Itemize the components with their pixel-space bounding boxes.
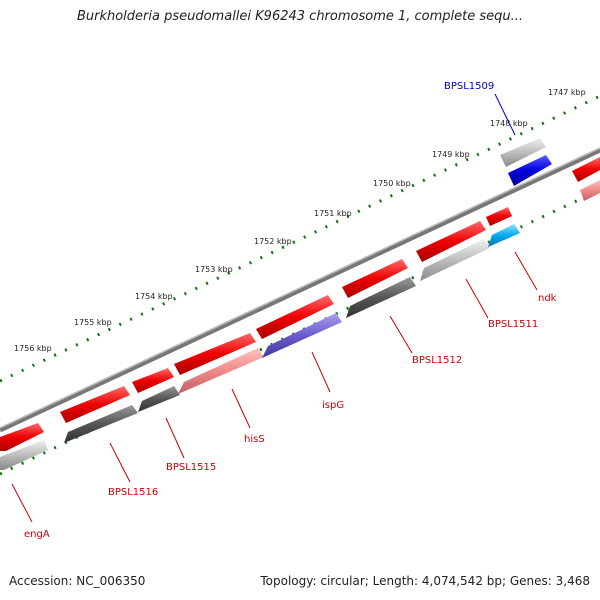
gene-label-bpsl1515[interactable]: BPSL1515 xyxy=(166,462,216,473)
scale-label-1751: 1751 kbp xyxy=(314,209,352,218)
gene-label-bpsl1511[interactable]: BPSL1511 xyxy=(488,319,538,330)
scale-label-1754: 1754 kbp xyxy=(135,292,173,301)
scale-label-1747: 1747 kbp xyxy=(548,88,586,97)
gene-feature-ndk[interactable] xyxy=(488,224,520,247)
gene-label-bpsl1509[interactable]: BPSL1509 xyxy=(444,81,494,92)
gene-label-bpsl1516[interactable]: BPSL1516 xyxy=(108,487,158,498)
gene-feature[interactable] xyxy=(500,138,546,167)
gene-feature[interactable] xyxy=(572,157,600,182)
reverse-strand-genes xyxy=(0,180,600,470)
gene-feature[interactable] xyxy=(580,180,600,201)
gene-feature[interactable] xyxy=(174,333,256,375)
scale-label-1753: 1753 kbp xyxy=(195,265,233,274)
gene-feature-bpsl1511[interactable] xyxy=(420,239,490,281)
gene-feature-ispg[interactable] xyxy=(262,313,342,358)
backbone-ring xyxy=(0,147,600,433)
gene-feature[interactable] xyxy=(132,368,174,393)
gene-feature-bpsl1516[interactable] xyxy=(64,405,138,443)
gene-feature[interactable] xyxy=(342,259,408,298)
map-title: Burkholderia pseudomallei K96243 chromos… xyxy=(76,9,524,24)
gene-feature-bpsl1509[interactable] xyxy=(508,155,552,186)
scale-label-1750: 1750 kbp xyxy=(373,179,411,188)
gene-feature-bpsl1515[interactable] xyxy=(138,386,180,412)
scale-label-1755: 1755 kbp xyxy=(74,318,112,327)
scale-label-1749: 1749 kbp xyxy=(432,150,470,159)
gene-feature-enga[interactable] xyxy=(0,440,48,470)
gene-feature-hiss[interactable] xyxy=(178,348,264,394)
gene-feature[interactable] xyxy=(60,386,130,423)
gene-label-hiss[interactable]: hisS xyxy=(244,434,265,445)
backbone-ring-highlight xyxy=(0,147,600,429)
gene-feature-bpsl1512[interactable] xyxy=(346,277,416,318)
gene-label-ispg[interactable]: ispG xyxy=(322,400,344,411)
scale-label-1752: 1752 kbp xyxy=(254,237,292,246)
gene-feature[interactable] xyxy=(0,423,44,451)
gene-feature[interactable] xyxy=(256,295,334,339)
gene-label-ndk[interactable]: ndk xyxy=(538,293,557,304)
accession-text: Accession: NC_006350 xyxy=(9,574,146,588)
gene-feature[interactable] xyxy=(416,221,486,262)
gene-feature[interactable] xyxy=(486,207,512,226)
forward-strand-genes xyxy=(0,138,600,451)
gene-label-enga[interactable]: engA xyxy=(24,529,50,540)
scale-label-1756: 1756 kbp xyxy=(14,344,52,353)
topology-summary: Topology: circular; Length: 4,074,542 bp… xyxy=(260,574,590,588)
label-leaders xyxy=(11,93,538,523)
gene-label-bpsl1512[interactable]: BPSL1512 xyxy=(412,355,462,366)
